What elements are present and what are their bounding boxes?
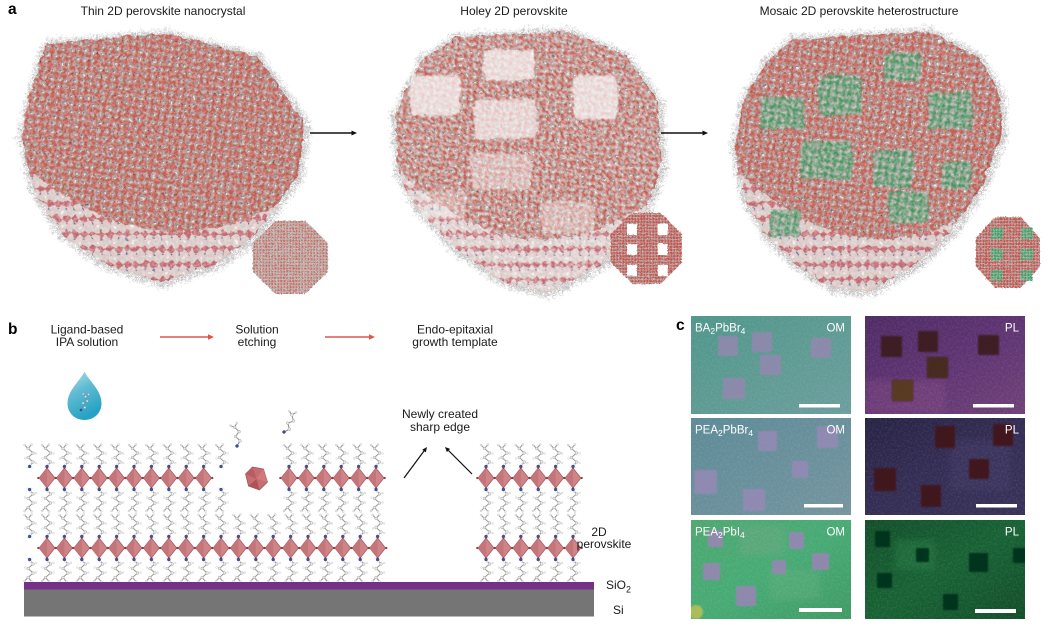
svg-text:a: a <box>8 1 17 18</box>
svg-text:Ligand-based: Ligand-based <box>51 323 124 337</box>
svg-text:Endo-epitaxial: Endo-epitaxial <box>417 323 493 337</box>
svg-text:PL: PL <box>1005 425 1020 437</box>
svg-text:Holey 2D perovskite: Holey 2D perovskite <box>460 4 568 18</box>
svg-text:Si: Si <box>613 603 624 617</box>
svg-text:Mosaic 2D perovskite heterostr: Mosaic 2D perovskite heterostructure <box>760 4 959 18</box>
svg-text:etching: etching <box>238 335 277 349</box>
svg-text:PEA2PbBr4: PEA2PbBr4 <box>695 425 753 439</box>
svg-text:2D: 2D <box>591 525 607 539</box>
svg-text:PL: PL <box>1005 527 1020 539</box>
svg-text:OM: OM <box>826 527 845 539</box>
svg-text:SiO2: SiO2 <box>606 578 631 595</box>
svg-text:OM: OM <box>826 425 845 437</box>
svg-text:IPA solution: IPA solution <box>56 335 118 349</box>
svg-text:c: c <box>676 317 685 334</box>
svg-text:BA2PbBr4: BA2PbBr4 <box>695 323 746 337</box>
svg-text:Thin 2D perovskite nanocrystal: Thin 2D perovskite nanocrystal <box>81 4 246 18</box>
svg-text:growth template: growth template <box>412 335 498 349</box>
svg-text:perovskite: perovskite <box>577 537 632 551</box>
svg-text:Solution: Solution <box>235 323 278 337</box>
svg-text:PEA2PbI4: PEA2PbI4 <box>695 527 745 541</box>
svg-text:b: b <box>8 321 17 338</box>
svg-text:OM: OM <box>826 323 845 335</box>
svg-text:sharp edge: sharp edge <box>410 420 470 434</box>
svg-text:PL: PL <box>1005 323 1020 335</box>
svg-text:Newly created: Newly created <box>402 407 478 421</box>
